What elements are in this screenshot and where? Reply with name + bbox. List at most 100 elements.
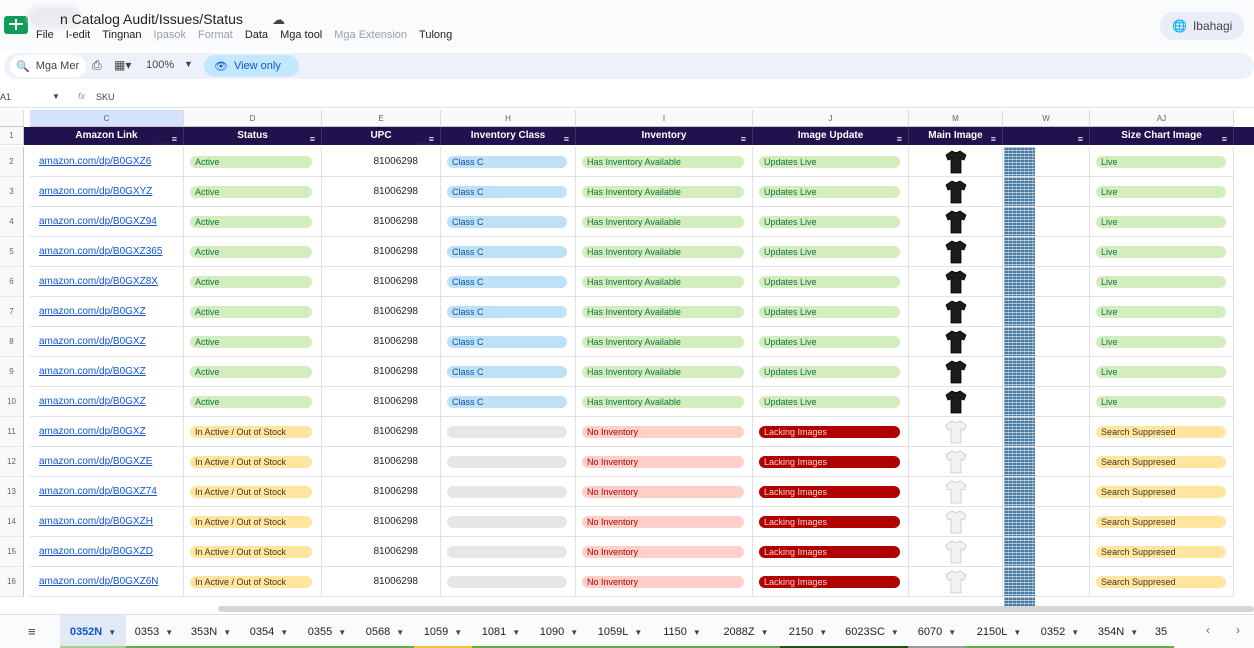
formula-content[interactable]: SKU: [96, 92, 115, 102]
status-chip[interactable]: Class C: [447, 396, 567, 408]
status-chip[interactable]: Updates Live: [759, 336, 900, 348]
sheet-tab-1059l[interactable]: 1059L ▼: [588, 615, 652, 648]
table-cell[interactable]: amazon.com/dp/B0GXZ: [30, 297, 184, 327]
white-tshirt-image[interactable]: [945, 480, 967, 504]
column-header-d[interactable]: D: [184, 110, 322, 127]
print-icon[interactable]: ⎙: [92, 58, 102, 72]
table-cell[interactable]: [909, 177, 1003, 207]
table-cell[interactable]: Class C: [441, 237, 576, 267]
header-cell-e[interactable]: UPC ≡: [322, 127, 441, 145]
chevron-down-icon[interactable]: ▼: [890, 627, 899, 637]
table-cell[interactable]: Live: [1090, 297, 1234, 327]
status-chip[interactable]: Active: [190, 246, 312, 258]
zoom-select[interactable]: 100%: [146, 59, 175, 71]
column-header-w[interactable]: W: [1003, 110, 1090, 127]
table-cell[interactable]: [1003, 417, 1090, 447]
filter-icon[interactable]: ≡: [309, 134, 315, 144]
table-cell[interactable]: 81006298: [322, 537, 441, 567]
table-cell[interactable]: Lacking Images: [753, 507, 909, 537]
status-chip[interactable]: Has Inventory Available: [582, 276, 744, 288]
status-chip[interactable]: [447, 486, 567, 498]
table-cell[interactable]: amazon.com/dp/B0GXZ6: [30, 147, 184, 177]
table-cell[interactable]: In Active / Out of Stock: [184, 537, 322, 567]
status-chip[interactable]: Active: [190, 366, 312, 378]
table-cell[interactable]: amazon.com/dp/B0GXZ365: [30, 237, 184, 267]
sheet-tab-0355[interactable]: 0355 ▼: [298, 615, 356, 648]
chevron-down-icon[interactable]: ▼: [454, 627, 463, 637]
table-cell[interactable]: [1003, 537, 1090, 567]
status-chip[interactable]: Live: [1096, 306, 1226, 318]
table-cell[interactable]: Live: [1090, 267, 1234, 297]
column-header-e[interactable]: E: [322, 110, 441, 127]
status-chip[interactable]: Live: [1096, 246, 1226, 258]
status-chip[interactable]: Lacking Images: [759, 456, 900, 468]
status-chip[interactable]: Class C: [447, 276, 567, 288]
chevron-down-icon[interactable]: ▼: [1130, 627, 1139, 637]
table-cell[interactable]: Has Inventory Available: [576, 147, 753, 177]
status-chip[interactable]: In Active / Out of Stock: [190, 516, 312, 528]
table-cell[interactable]: Search Suppresed: [1090, 417, 1234, 447]
amazon-link[interactable]: amazon.com/dp/B0GXZH: [39, 516, 153, 527]
status-chip[interactable]: Updates Live: [759, 306, 900, 318]
chevron-down-icon[interactable]: ▼: [634, 627, 643, 637]
row-header[interactable]: 1: [0, 127, 24, 145]
table-cell[interactable]: [1003, 297, 1090, 327]
table-cell[interactable]: Live: [1090, 147, 1234, 177]
sheets-logo-icon[interactable]: [4, 16, 28, 34]
table-cell[interactable]: Has Inventory Available: [576, 267, 753, 297]
table-cell[interactable]: amazon.com/dp/B0GXZ: [30, 387, 184, 417]
table-cell[interactable]: No Inventory: [576, 507, 753, 537]
table-cell[interactable]: amazon.com/dp/B0GXZD: [30, 537, 184, 567]
share-button[interactable]: 🌐 Ibahagi: [1160, 12, 1244, 40]
white-tshirt-image[interactable]: [945, 450, 967, 474]
status-chip[interactable]: Updates Live: [759, 186, 900, 198]
status-chip[interactable]: In Active / Out of Stock: [190, 456, 312, 468]
table-cell[interactable]: No Inventory: [576, 537, 753, 567]
status-chip[interactable]: Has Inventory Available: [582, 246, 744, 258]
status-chip[interactable]: Lacking Images: [759, 576, 900, 588]
chevron-down-icon[interactable]: ▼: [223, 627, 232, 637]
sheet-tab-6023sc[interactable]: 6023SC ▼: [836, 615, 908, 648]
table-cell[interactable]: Live: [1090, 237, 1234, 267]
status-chip[interactable]: Updates Live: [759, 156, 900, 168]
white-tshirt-image[interactable]: [945, 570, 967, 594]
status-chip[interactable]: Class C: [447, 156, 567, 168]
chevron-down-icon[interactable]: ▼: [1013, 627, 1022, 637]
amazon-link[interactable]: amazon.com/dp/B0GXZ6: [39, 156, 152, 167]
status-chip[interactable]: Lacking Images: [759, 486, 900, 498]
table-cell[interactable]: [1003, 207, 1090, 237]
chevron-down-icon[interactable]: ▼: [760, 627, 769, 637]
table-cell[interactable]: Search Suppresed: [1090, 567, 1234, 597]
row-header[interactable]: 16: [0, 567, 24, 597]
cloud-status-icon[interactable]: ☁: [272, 12, 285, 27]
chevron-down-icon[interactable]: ▼: [108, 627, 117, 637]
status-chip[interactable]: Active: [190, 306, 312, 318]
amazon-link[interactable]: amazon.com/dp/B0GXZE: [39, 456, 153, 467]
status-chip[interactable]: Class C: [447, 366, 567, 378]
table-cell[interactable]: [1003, 357, 1090, 387]
table-cell[interactable]: [1003, 507, 1090, 537]
row-header[interactable]: 15: [0, 537, 24, 567]
sheet-tab-0353[interactable]: 0353 ▼: [126, 615, 182, 648]
table-cell[interactable]: 81006298: [322, 327, 441, 357]
header-cell-m[interactable]: Main Image ≡: [909, 127, 1003, 145]
sheet-tab-0568[interactable]: 0568 ▼: [356, 615, 414, 648]
status-chip[interactable]: [447, 456, 567, 468]
table-cell[interactable]: [441, 567, 576, 597]
status-chip[interactable]: Search Suppresed: [1096, 516, 1226, 528]
status-chip[interactable]: Has Inventory Available: [582, 216, 744, 228]
table-cell[interactable]: Updates Live: [753, 177, 909, 207]
table-cell[interactable]: [1003, 267, 1090, 297]
table-cell[interactable]: Lacking Images: [753, 417, 909, 447]
black-tshirt-image[interactable]: [945, 360, 967, 384]
table-cell[interactable]: No Inventory: [576, 477, 753, 507]
horizontal-scrollbar[interactable]: [218, 606, 1254, 612]
status-chip[interactable]: No Inventory: [582, 516, 744, 528]
chevron-down-icon[interactable]: ▼: [184, 59, 193, 69]
status-chip[interactable]: Has Inventory Available: [582, 156, 744, 168]
status-chip[interactable]: Class C: [447, 336, 567, 348]
row-header[interactable]: 12: [0, 447, 24, 477]
chevron-down-icon[interactable]: ▼: [1071, 627, 1080, 637]
status-chip[interactable]: Class C: [447, 186, 567, 198]
table-cell[interactable]: Active: [184, 207, 322, 237]
